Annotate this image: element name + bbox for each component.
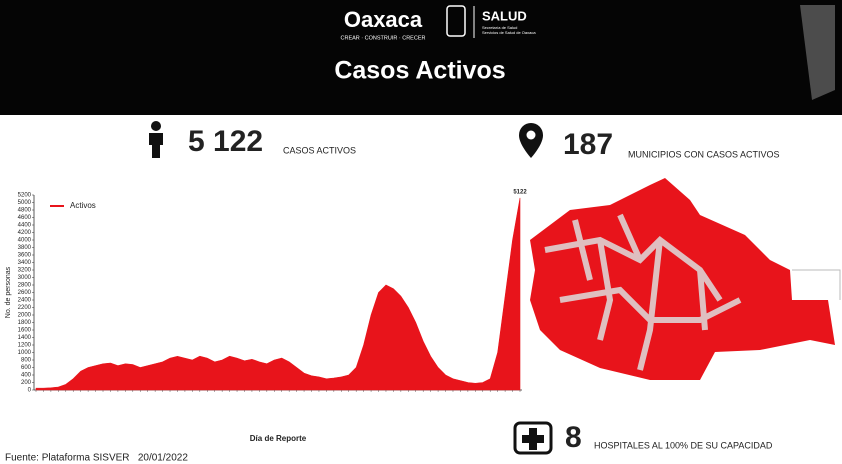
shield: [446, 5, 466, 37]
y-tick-label: 3600: [18, 253, 32, 259]
y-tick-label: 3000: [18, 275, 32, 281]
y-tick-label: 2400: [18, 298, 32, 304]
y-tick-label: 4800: [18, 208, 32, 214]
y-tick-label: 1000: [18, 350, 32, 356]
logo: Oaxaca: [344, 7, 423, 32]
stat-label: MUNICIPIOS CON CASOS ACTIVOS: [628, 149, 780, 159]
y-tick-label: 200: [21, 380, 32, 386]
page-title: Casos Activos: [334, 57, 505, 85]
y-tick-label: 3400: [18, 260, 32, 266]
y-tick-label: 4200: [18, 230, 32, 236]
pin-icon: [519, 123, 543, 158]
y-tick-label: 2600: [18, 290, 32, 296]
y-tick-label: 3200: [18, 268, 32, 274]
y-tick-label: 1600: [18, 328, 32, 334]
area: [35, 197, 521, 391]
header-pattern: [800, 5, 835, 100]
stat-number: 5 122: [188, 125, 263, 158]
y-tick-label: 5200: [18, 193, 32, 199]
y-tick-label: 2800: [18, 283, 32, 289]
y-tick-label: 400: [21, 373, 32, 379]
y-tick-label: 3800: [18, 245, 32, 251]
y-axis-title: No. de personas: [5, 266, 12, 318]
map: [530, 178, 841, 380]
y-tick-label: 1200: [18, 343, 32, 349]
legend-label: Activos: [70, 201, 96, 210]
stat-label: HOSPITALES AL 100% DE SU CAPACIDAD: [594, 440, 773, 450]
header-band: [0, 0, 842, 115]
stat-label: CASOS ACTIVOS: [283, 145, 356, 155]
y-tick-label: 4400: [18, 223, 32, 229]
y-tick-label: 4000: [18, 238, 32, 244]
y-tick-label: 2000: [18, 313, 32, 319]
stat-number: 187: [563, 128, 613, 161]
slogan: CREAR · CONSTRUIR · CRECER: [341, 35, 426, 41]
agency: SALUD: [482, 8, 527, 23]
hospital-icon: [513, 421, 553, 455]
stat-number: 8: [565, 421, 582, 454]
agency-sub: Servicios de Salud de Oaxaca: [482, 30, 536, 35]
y-tick-label: 2200: [18, 305, 32, 311]
y-tick-label: 1400: [18, 335, 32, 341]
data-label: 5122: [513, 190, 527, 196]
y-tick-label: 600: [21, 365, 32, 371]
footer-source: Fuente: Plataforma SISVER 20/01/2022: [5, 453, 188, 464]
y-tick-label: 0: [28, 388, 32, 394]
x-axis-title: Día de Reporte: [250, 434, 307, 443]
agency-sub: Secretaría de Salud: [482, 25, 517, 30]
person-icon: [149, 121, 163, 158]
y-tick-label: 800: [21, 358, 32, 364]
y-tick-label: 5000: [18, 200, 32, 206]
y-tick-label: 1800: [18, 320, 32, 326]
y-tick-label: 4600: [18, 215, 32, 221]
